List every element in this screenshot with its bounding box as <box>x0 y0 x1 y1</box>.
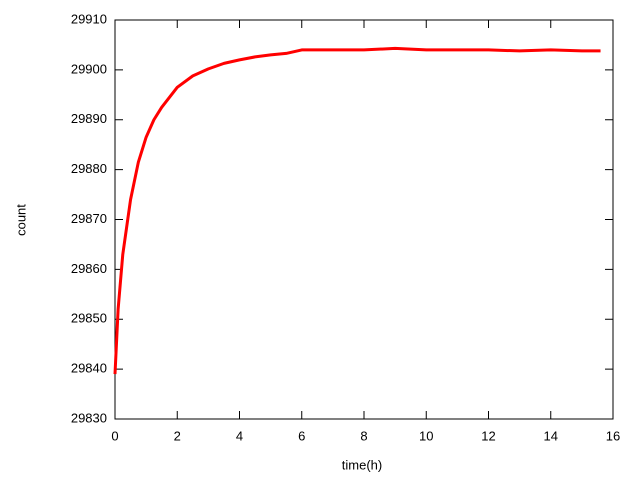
y-tick-label: 29870 <box>71 211 107 226</box>
data-line <box>113 46 601 375</box>
y-tick-label: 29830 <box>71 410 107 425</box>
y-tick-label: 29890 <box>71 111 107 126</box>
x-tick-label: 8 <box>360 428 367 443</box>
x-tick-label: 6 <box>298 428 305 443</box>
x-tick-label: 10 <box>419 428 433 443</box>
x-tick-label: 2 <box>174 428 181 443</box>
y-tick-label: 29860 <box>71 261 107 276</box>
x-tick-label: 14 <box>544 428 558 443</box>
x-tick-label: 16 <box>606 428 620 443</box>
y-axis-label: count <box>13 204 28 236</box>
x-tick-label: 12 <box>481 428 495 443</box>
y-tick-label: 29880 <box>71 161 107 176</box>
y-tick-label: 29840 <box>71 361 107 376</box>
y-tick-label: 29900 <box>71 61 107 76</box>
x-axis-label: time(h) <box>342 457 382 472</box>
y-tick-label: 29850 <box>71 311 107 326</box>
x-tick-label: 4 <box>236 428 243 443</box>
x-tick-label: 0 <box>111 428 118 443</box>
y-tick-label: 29910 <box>71 11 107 26</box>
